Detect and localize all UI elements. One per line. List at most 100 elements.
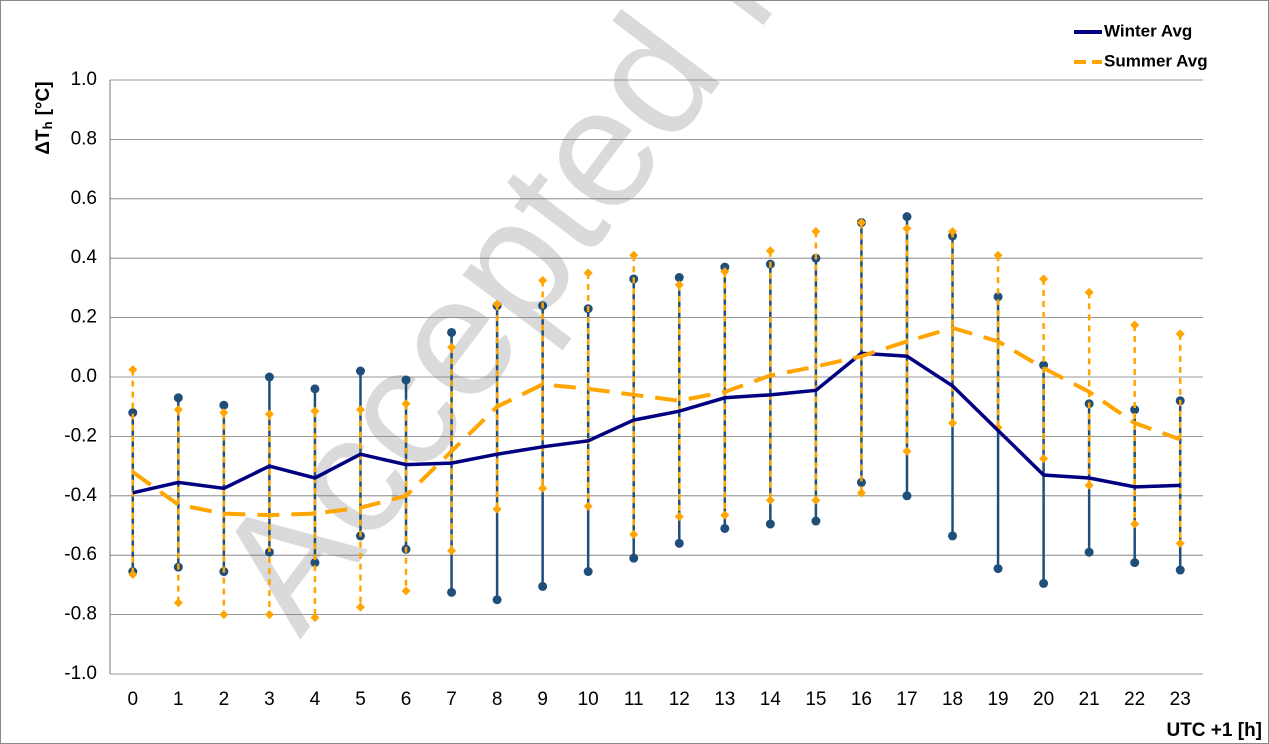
x-axis-label: UTC +1 [h] bbox=[1166, 720, 1262, 741]
range-marker bbox=[264, 547, 274, 557]
range-marker bbox=[173, 598, 183, 608]
y-tick-label: 1.0 bbox=[71, 69, 97, 90]
x-tick-label: 14 bbox=[760, 689, 782, 710]
range-marker bbox=[355, 366, 365, 376]
range-marker bbox=[993, 564, 1003, 574]
range-marker bbox=[173, 405, 183, 415]
range-marker bbox=[538, 483, 548, 493]
range-marker bbox=[902, 491, 912, 501]
range-marker bbox=[1130, 558, 1140, 568]
range-marker bbox=[447, 587, 457, 597]
range-marker bbox=[173, 393, 183, 403]
range-marker bbox=[993, 292, 1003, 302]
range-marker bbox=[720, 523, 730, 533]
y-tick-label: 0.8 bbox=[71, 128, 97, 149]
x-tick-label: 19 bbox=[987, 689, 1008, 710]
range-marker bbox=[674, 273, 684, 283]
range-marker bbox=[765, 246, 775, 256]
range-marker bbox=[948, 531, 958, 541]
x-tick-label: 10 bbox=[578, 689, 599, 710]
range-marker bbox=[902, 224, 912, 233]
range-marker bbox=[401, 586, 411, 596]
range-marker bbox=[674, 538, 684, 548]
range-marker bbox=[583, 567, 593, 577]
x-tick-label: 6 bbox=[401, 689, 412, 710]
range-marker bbox=[355, 602, 365, 612]
range-marker bbox=[993, 250, 1003, 260]
range-marker bbox=[264, 610, 274, 620]
x-tick-label: 8 bbox=[492, 689, 503, 710]
range-marker bbox=[310, 384, 320, 394]
range-marker bbox=[583, 268, 593, 278]
y-label-main: ΔT bbox=[33, 129, 54, 155]
x-tick-label: 13 bbox=[714, 689, 735, 710]
range-marker bbox=[128, 408, 138, 418]
y-tick-label: -0.4 bbox=[64, 485, 97, 506]
range-marker bbox=[538, 581, 548, 591]
x-tick-label: 5 bbox=[355, 689, 366, 710]
y-tick-label: 0.2 bbox=[71, 307, 97, 328]
x-tick-label: 11 bbox=[624, 689, 644, 710]
range-marker bbox=[492, 299, 502, 309]
range-marker bbox=[811, 495, 821, 505]
legend-label: Winter Avg bbox=[1104, 21, 1192, 40]
range-marker bbox=[948, 226, 958, 236]
range-marker bbox=[1084, 480, 1094, 490]
y-tick-label: -0.2 bbox=[64, 425, 97, 446]
range-marker bbox=[1175, 538, 1185, 548]
y-axis-label: ΔTh [°C] bbox=[33, 81, 55, 154]
range-marker bbox=[128, 365, 138, 375]
range-marker bbox=[1084, 287, 1094, 297]
range-marker bbox=[219, 400, 229, 410]
x-tick-label: 16 bbox=[851, 689, 872, 710]
range-marker bbox=[856, 477, 866, 487]
range-marker bbox=[720, 267, 730, 277]
x-tick-label: 0 bbox=[127, 689, 138, 710]
y-label-sub: h bbox=[40, 121, 55, 129]
range-marker bbox=[674, 512, 684, 522]
range-marker bbox=[629, 250, 639, 260]
y-tick-label: -0.8 bbox=[64, 604, 97, 625]
x-tick-label: 9 bbox=[537, 689, 548, 710]
range-marker bbox=[1039, 578, 1049, 588]
x-tick-label: 2 bbox=[219, 689, 230, 710]
range-marker bbox=[128, 570, 138, 580]
range-marker bbox=[310, 406, 320, 416]
x-tick-label: 15 bbox=[805, 689, 826, 710]
range-marker bbox=[856, 218, 866, 228]
x-tick-label: 17 bbox=[896, 689, 917, 710]
range-marker bbox=[720, 510, 730, 520]
x-tick-label: 20 bbox=[1033, 689, 1054, 710]
y-tick-label: -0.6 bbox=[64, 544, 97, 565]
range-marker bbox=[492, 504, 502, 514]
range-marker bbox=[583, 501, 593, 511]
y-label-unit: [°C] bbox=[33, 81, 54, 115]
range-marker bbox=[1175, 565, 1185, 575]
range-marker bbox=[219, 610, 229, 620]
x-tick-label: 18 bbox=[942, 689, 963, 710]
range-marker bbox=[1130, 405, 1140, 415]
range-marker bbox=[902, 446, 912, 456]
range-marker bbox=[219, 408, 229, 418]
range-marker bbox=[538, 275, 548, 285]
range-marker bbox=[1130, 519, 1140, 529]
range-marker bbox=[902, 212, 912, 222]
range-marker bbox=[1084, 547, 1094, 557]
range-marker bbox=[1130, 320, 1140, 330]
avg-line bbox=[132, 351, 1181, 495]
range-marker bbox=[447, 342, 457, 352]
range-marker bbox=[1175, 329, 1185, 339]
range-marker bbox=[492, 595, 502, 605]
range-marker bbox=[948, 418, 958, 428]
y-tick-label: -1.0 bbox=[64, 663, 97, 684]
range-marker bbox=[310, 558, 320, 568]
range-marker bbox=[310, 613, 320, 623]
range-marker bbox=[856, 488, 866, 498]
range-marker bbox=[765, 495, 775, 505]
range-marker bbox=[811, 516, 821, 526]
range-marker bbox=[674, 280, 684, 290]
range-marker bbox=[629, 553, 639, 563]
range-marker bbox=[264, 372, 274, 382]
avg-line bbox=[131, 325, 1181, 518]
